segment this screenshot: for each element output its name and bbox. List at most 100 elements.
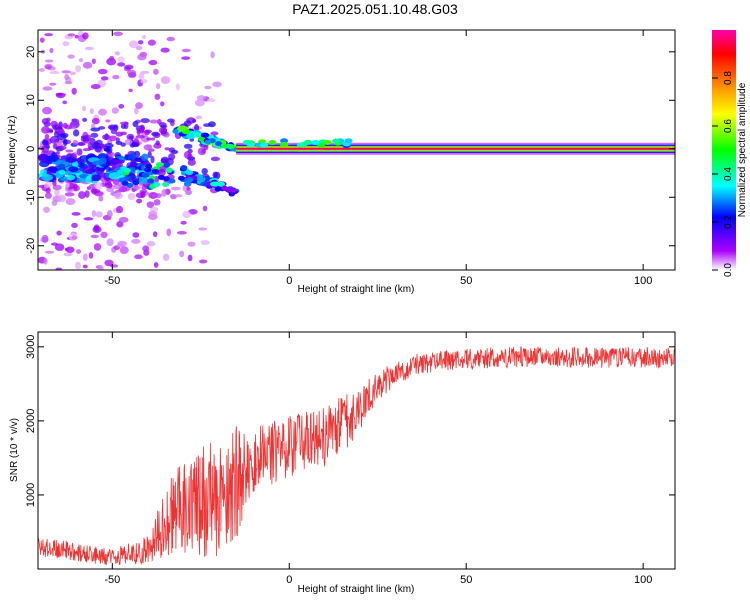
spectrogram-cell bbox=[208, 121, 216, 128]
spectrogram-cell bbox=[116, 205, 124, 214]
spectrogram-cell bbox=[52, 184, 62, 191]
spectrogram-cell bbox=[144, 129, 153, 134]
spectrogram-cell bbox=[157, 174, 165, 180]
spectrogram-cell bbox=[71, 222, 78, 228]
spectrogram-cell bbox=[39, 37, 45, 43]
spectrogram-cell bbox=[128, 166, 136, 174]
spectrogram-cell bbox=[197, 177, 206, 183]
spectrogram-cell bbox=[109, 55, 115, 61]
snr-marks bbox=[38, 345, 675, 566]
spectrogram-cell bbox=[51, 124, 60, 129]
spectrogram-cell bbox=[153, 68, 159, 75]
spectrogram-cell bbox=[128, 40, 139, 49]
spectrogram-cell bbox=[42, 106, 53, 115]
spectrogram-cell bbox=[41, 145, 49, 154]
spectrogram-cell bbox=[148, 59, 158, 66]
spectrogram-cell bbox=[66, 174, 76, 181]
spectrogram-cell bbox=[140, 79, 148, 84]
spectrogram-cell bbox=[151, 168, 159, 174]
x-tick-label: 0 bbox=[286, 574, 292, 586]
spectrogram-cell bbox=[47, 166, 58, 172]
spectrogram-cell bbox=[97, 68, 108, 75]
spectrogram-cell bbox=[44, 250, 55, 254]
spectrogram-cell bbox=[74, 65, 82, 73]
spectrogram-cell bbox=[84, 134, 92, 142]
spectrogram-cell bbox=[140, 190, 146, 199]
spectrogram-cell bbox=[124, 64, 134, 70]
spectrogram-cell bbox=[221, 185, 228, 191]
spectrogram-cell bbox=[130, 161, 138, 167]
spectrogram-cell bbox=[67, 33, 76, 37]
spectrogram-cell bbox=[170, 186, 181, 191]
spectrogram-cell bbox=[64, 192, 75, 197]
spectrogram-cell bbox=[52, 180, 57, 186]
spectrogram-cell bbox=[43, 206, 50, 213]
spectrogram-cell bbox=[119, 246, 129, 254]
spectrogram-cell bbox=[141, 34, 147, 40]
spectrogram-cell bbox=[162, 253, 170, 261]
spectrogram-cell bbox=[149, 119, 158, 124]
x-tick-label: 0 bbox=[286, 275, 292, 287]
spectrogram-cell bbox=[76, 148, 83, 156]
spectrogram-cell bbox=[82, 148, 92, 152]
spectrogram-cell bbox=[90, 84, 101, 90]
spectrogram-cell bbox=[74, 34, 80, 39]
spectrogram-cell bbox=[154, 93, 161, 100]
spectrogram-cell bbox=[204, 139, 211, 145]
snr-frame bbox=[37, 331, 676, 570]
spectrogram-cell bbox=[135, 45, 143, 51]
spectrogram-cell bbox=[214, 186, 222, 192]
spectrogram-cell bbox=[149, 206, 159, 212]
spectrogram-cell bbox=[187, 159, 196, 166]
y-tick-label: -20 bbox=[25, 238, 37, 254]
spectrogram-cell bbox=[201, 167, 208, 175]
spectrogram-cell bbox=[200, 132, 210, 138]
spectrogram-cell bbox=[77, 141, 85, 146]
spectrogram-cell bbox=[148, 210, 158, 217]
spectrogram-cell bbox=[175, 83, 180, 91]
spectrogram-cell bbox=[108, 172, 121, 180]
spectrogram-cell bbox=[50, 242, 58, 246]
spectrogram-cell bbox=[41, 126, 50, 134]
spectrogram-cell bbox=[129, 152, 136, 161]
spectrogram-cell bbox=[210, 181, 220, 187]
spectrogram-cell bbox=[183, 181, 191, 187]
spectrogram-cell bbox=[187, 254, 193, 262]
spectrogram-cell bbox=[49, 48, 54, 54]
spectrogram-cell bbox=[42, 86, 53, 91]
spectrogram-cell bbox=[91, 117, 100, 125]
spectrogram-cell bbox=[147, 178, 155, 184]
colorbar-label: Normalized spectral amplitude bbox=[737, 82, 748, 217]
spectrogram-cell bbox=[61, 70, 71, 74]
spectrogram-cell bbox=[183, 143, 193, 149]
spectrogram-cell bbox=[200, 240, 210, 246]
x-tick-label: -50 bbox=[104, 275, 120, 287]
spectrogram-cell bbox=[182, 210, 191, 219]
spectrogram-cell bbox=[134, 254, 143, 260]
spectrogram-cell bbox=[71, 211, 81, 216]
y-tick-label: 10 bbox=[25, 94, 37, 106]
x-tick-label: 50 bbox=[460, 574, 472, 586]
spectrogram-cell bbox=[57, 194, 66, 203]
spectrogram-cell bbox=[71, 235, 78, 240]
spectrogram-cell bbox=[146, 137, 152, 141]
spectrogram-cell bbox=[150, 137, 156, 141]
spectrogram-cell bbox=[187, 241, 196, 247]
spectrogram-cell bbox=[168, 178, 176, 184]
spectrogram-cell bbox=[55, 151, 60, 155]
spectrogram-cell bbox=[65, 198, 76, 206]
spectrogram-cell bbox=[118, 103, 125, 109]
snr-ticks: -50 0 50 100 1000 2000 3000 bbox=[25, 332, 675, 586]
spectrogram-cell bbox=[120, 123, 126, 129]
spectrogram-cell bbox=[138, 72, 145, 80]
spectrogram-cell bbox=[124, 138, 133, 145]
spectrogram-cell bbox=[116, 169, 124, 175]
spectrogram-cell bbox=[179, 250, 185, 258]
spectrogram-cell bbox=[323, 139, 332, 145]
spectrogram-cell bbox=[215, 141, 223, 147]
spectrogram-cell bbox=[94, 182, 103, 190]
spectrogram-cell bbox=[64, 73, 70, 81]
spectrogram-cell bbox=[38, 68, 45, 72]
spectrogram-cell bbox=[268, 139, 277, 145]
